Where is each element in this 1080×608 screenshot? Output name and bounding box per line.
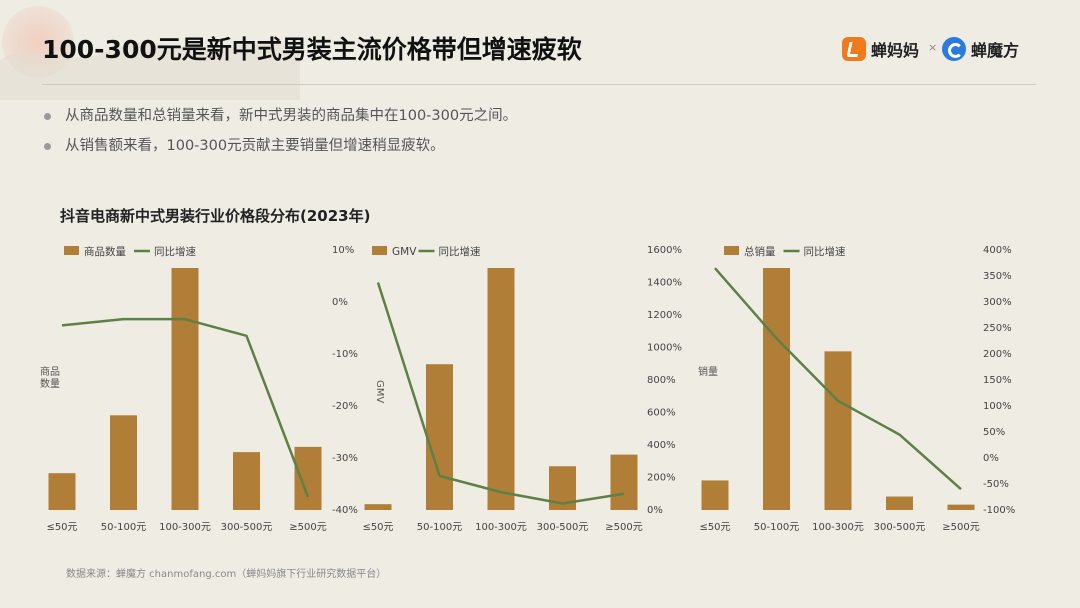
data-source: 数据来源：蝉魔方 chanmofang.com（蝉妈妈旗下行业研究数据平台） [66,569,387,580]
bar [426,364,453,510]
x-tick-label: 50-100元 [417,522,462,533]
y-right-tick-label: 0% [647,505,663,516]
legend-bar-swatch [724,246,739,255]
bullet-list: 从商品数量和总销量来看，新中式男装的商品集中在100-300元之间。 从销售额来… [44,101,517,161]
y-right-tick-label: -100% [983,505,1015,516]
bullet-item: 从商品数量和总销量来看，新中式男装的商品集中在100-300元之间。 [44,101,517,131]
y-right-tick-label: 400% [647,440,676,451]
x-tick-label: 100-300元 [812,522,864,533]
legend-line-label: 同比增速 [154,245,196,258]
x-tick-label: 300-500元 [221,522,273,533]
x-tick-label: 100-300元 [159,522,211,533]
y-axis-label: 销量 [698,365,718,378]
legend-bar-swatch [64,246,79,255]
background-decoration [0,6,300,100]
y-right-tick-label: 50% [983,427,1005,438]
y-right-tick-label: 1400% [647,278,682,289]
x-tick-label: ≤50元 [699,522,730,533]
chanmama-logo-text: 蝉妈妈 [871,41,920,60]
y-right-tick-label: 0% [332,297,348,308]
y-right-tick-label: 250% [983,323,1012,334]
bar [171,268,199,510]
y-right-tick-label: 200% [983,349,1012,360]
x-tick-label: 100-300元 [475,522,527,533]
x-tick-label: ≤50元 [46,522,77,533]
y-right-tick-label: -50% [983,479,1009,490]
y-right-tick-label: 0% [983,453,999,464]
bullet-text: 从商品数量和总销量来看，新中式男装的商品集中在100-300元之间。 [65,108,518,124]
x-tick-label: ≥500元 [289,522,326,533]
y-right-tick-label: -30% [332,453,358,464]
y-axis-label: GMV [374,380,385,403]
legend-bar-label: GMV [392,246,417,258]
x-tick-label: ≤50元 [362,522,393,533]
bar [110,415,137,510]
legend-line-label: 同比增速 [804,245,846,258]
bullet-item: 从销售额来看，100-300元贡献主要销量但增速稍显疲软。 [44,131,517,161]
logo-separator: × [928,41,938,54]
x-tick-label: 50-100元 [101,522,146,533]
x-tick-label: 300-500元 [874,522,926,533]
chanmama-logo: 蝉妈妈 [842,35,919,63]
y-right-tick-label: 150% [983,375,1012,386]
y-right-tick-label: 10% [332,245,354,256]
series-line [61,317,310,498]
y-right-tick-label: -40% [332,505,358,516]
bar [294,446,322,510]
x-tick-label: 50-100元 [754,522,799,533]
bar [48,473,76,510]
bar [763,268,790,510]
chanmama-logo-icon [842,37,866,61]
y-right-tick-label: 350% [983,271,1012,282]
chanmofang-logo-icon [942,37,966,61]
bullet-text: 从销售额来看，100-300元贡献主要销量但增速稍显疲软。 [65,138,445,154]
y-right-tick-label: 400% [983,245,1012,256]
chanmofang-logo: 蝉魔方 [942,35,1019,63]
y-axis-label: 商品数量 [40,365,60,390]
chart-group-title: 抖音电商新中式男装行业价格段分布(2023年) [60,207,371,225]
x-tick-label: ≥500元 [605,522,642,533]
y-right-tick-label: 1600% [647,245,682,256]
y-right-tick-label: 200% [647,473,676,484]
y-right-tick-label: 600% [647,408,676,419]
title-divider [42,84,1036,85]
bar [487,268,515,510]
series-line [376,282,625,505]
y-right-tick-label: 1200% [647,310,682,321]
y-right-tick-label: 1000% [647,343,682,354]
x-tick-label: ≥500元 [942,522,979,533]
chanmofang-logo-text: 蝉魔方 [971,41,1020,60]
series-line [714,267,962,491]
legend-bar-label: 商品数量 [84,245,126,258]
page-title: 100-300元是新中式男装主流价格带但增速疲软 [42,35,582,64]
legend-line-label: 同比增速 [439,245,481,258]
y-right-tick-label: 300% [983,297,1012,308]
y-right-tick-label: -20% [332,401,358,412]
bullet-dot-icon [44,112,51,120]
legend-bar-label: 总销量 [744,245,776,258]
y-right-tick-label: 800% [647,375,676,386]
bar [701,480,729,510]
bar [610,454,638,510]
bar [886,496,913,510]
bar [947,504,975,510]
bar [824,351,852,510]
bar [364,504,392,510]
x-tick-label: 300-500元 [537,522,589,533]
bar [233,452,260,510]
bullet-dot-icon [44,142,51,150]
legend-bar-swatch [372,246,387,255]
y-right-tick-label: 100% [983,401,1012,412]
y-right-tick-label: -10% [332,349,358,360]
